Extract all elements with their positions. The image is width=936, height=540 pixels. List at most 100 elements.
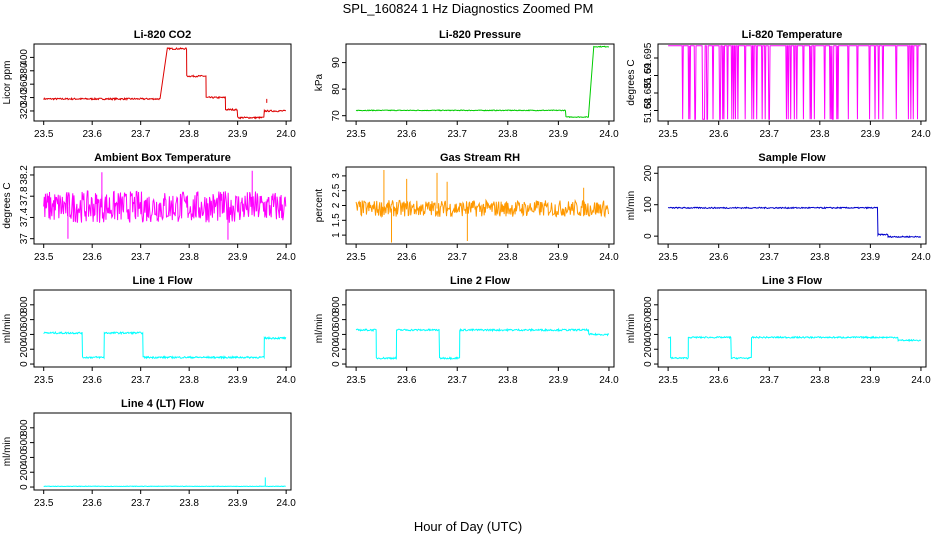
y-tick-label: 800 (331, 296, 342, 313)
x-tick-label: 23.8 (179, 129, 199, 140)
x-tick-label: 23.8 (498, 252, 518, 263)
chart-title: Sample Flow (758, 152, 826, 164)
y-tick-label: 200 (19, 340, 30, 357)
x-tick-label: 23.5 (658, 252, 678, 263)
chart-title: Line 2 Flow (450, 275, 510, 287)
x-tick-label: 24.0 (276, 498, 296, 509)
data-series-line (355, 45, 610, 119)
x-tick-label: 23.7 (131, 252, 151, 263)
y-axis-label: kPa (314, 73, 325, 91)
plot-frame (345, 43, 615, 122)
y-tick-label: 51.695 (643, 42, 654, 73)
chart-panel: Line 3 Flow 23.5 23.6 23.7 23.8 23.9 24.0 0 2004… (626, 275, 931, 386)
plot-frame (345, 289, 615, 368)
data-series-line (43, 170, 287, 240)
plot-frame (33, 43, 292, 122)
chart-panel: Line 2 Flow 23.5 23.6 23.7 23.8 23.9 24.0 0 2004… (314, 275, 619, 386)
y-tick-label: 2 (331, 202, 342, 208)
chart-title: Line 3 Flow (762, 275, 822, 287)
x-tick-label: 23.5 (346, 252, 366, 263)
x-tick-label: 24.0 (911, 129, 931, 140)
x-tick-label: 24.0 (599, 129, 619, 140)
y-tick-label: 51.69 (643, 63, 654, 88)
y-tick-label: 200 (19, 463, 30, 480)
y-axis-label: ml/min (2, 437, 13, 466)
x-tick-label: 23.9 (549, 252, 569, 263)
y-tick-label: 600 (331, 311, 342, 328)
y-tick-label: 360 (19, 75, 30, 92)
y-tick-label: 51.68 (643, 98, 654, 123)
x-tick-label: 24.0 (276, 129, 296, 140)
x-tick-label: 23.7 (448, 252, 468, 263)
x-tick-label: 24.0 (276, 375, 296, 386)
x-tick-label: 23.7 (131, 498, 151, 509)
x-tick-label: 23.9 (861, 129, 881, 140)
y-tick-label: 0 (643, 361, 654, 367)
x-tick-label: 23.8 (179, 252, 199, 263)
x-tick-label: 24.0 (911, 252, 931, 263)
chart-panel: Gas Stream RH 23.5 23.6 23.7 23.8 23.9 24.0 1 1.… (314, 152, 619, 263)
y-axis-label: degrees C (626, 59, 637, 105)
plot-frame (657, 289, 927, 368)
x-tick-label: 24.0 (276, 252, 296, 263)
chart-title: Li-820 CO2 (134, 29, 191, 41)
x-axis-label: Hour of Day (UTC) (414, 519, 522, 534)
y-axis-label: Licor ppm (2, 61, 13, 105)
x-tick-label: 23.9 (549, 375, 569, 386)
plot-frame (657, 43, 927, 122)
x-tick-label: 23.8 (179, 375, 199, 386)
data-series-line (43, 477, 286, 488)
data-series-line (355, 327, 610, 361)
x-tick-label: 23.5 (658, 375, 678, 386)
data-series-line (355, 169, 610, 243)
y-tick-label: 600 (19, 311, 30, 328)
y-axis-label: percent (314, 189, 325, 223)
x-tick-label: 23.7 (131, 375, 151, 386)
y-tick-label: 38.2 (19, 165, 30, 185)
y-tick-label: 1.5 (331, 213, 342, 227)
x-tick-label: 24.0 (599, 252, 619, 263)
y-tick-label: 0 (19, 361, 30, 367)
y-tick-label: 51.685 (643, 77, 654, 108)
y-axis-label: ml/min (626, 191, 637, 220)
x-tick-label: 23.8 (810, 375, 830, 386)
x-tick-label: 23.6 (82, 498, 102, 509)
y-tick-label: 380 (19, 62, 30, 79)
y-tick-label: 80 (331, 83, 342, 95)
x-tick-label: 24.0 (911, 375, 931, 386)
x-tick-label: 23.8 (810, 252, 830, 263)
x-tick-label: 24.0 (599, 375, 619, 386)
y-tick-label: 200 (331, 340, 342, 357)
x-tick-label: 23.7 (448, 129, 468, 140)
chart-panel: Sample Flow 23.5 23.6 23.7 23.8 23.9 24.0 0 100 2… (626, 152, 931, 263)
x-tick-label: 23.5 (34, 498, 54, 509)
x-tick-label: 23.5 (658, 129, 678, 140)
plot-frame (33, 289, 292, 368)
chart-title: Li-820 Temperature (742, 29, 843, 41)
x-tick-label: 23.6 (709, 375, 729, 386)
y-tick-label: 400 (643, 326, 654, 343)
y-tick-label: 400 (19, 49, 30, 66)
y-tick-label: 200 (643, 165, 654, 182)
y-tick-label: 400 (19, 449, 30, 466)
y-tick-label: 0 (19, 484, 30, 490)
y-tick-label: 2.5 (331, 183, 342, 197)
y-tick-label: 37 (19, 233, 30, 245)
y-tick-label: 200 (643, 340, 654, 357)
x-tick-label: 23.6 (709, 129, 729, 140)
y-tick-label: 90 (331, 57, 342, 69)
x-tick-label: 23.8 (810, 129, 830, 140)
x-tick-label: 23.9 (228, 375, 248, 386)
figure-title: SPL_160824 1 Hz Diagnostics Zoomed PM (343, 1, 594, 16)
y-axis-label: ml/min (626, 314, 637, 343)
plot-frame (33, 166, 292, 245)
x-tick-label: 23.5 (34, 375, 54, 386)
x-tick-label: 23.9 (861, 375, 881, 386)
x-tick-label: 23.7 (448, 375, 468, 386)
y-tick-label: 100 (643, 196, 654, 213)
x-tick-label: 23.6 (397, 129, 417, 140)
x-tick-label: 23.6 (82, 252, 102, 263)
x-tick-label: 23.8 (179, 498, 199, 509)
